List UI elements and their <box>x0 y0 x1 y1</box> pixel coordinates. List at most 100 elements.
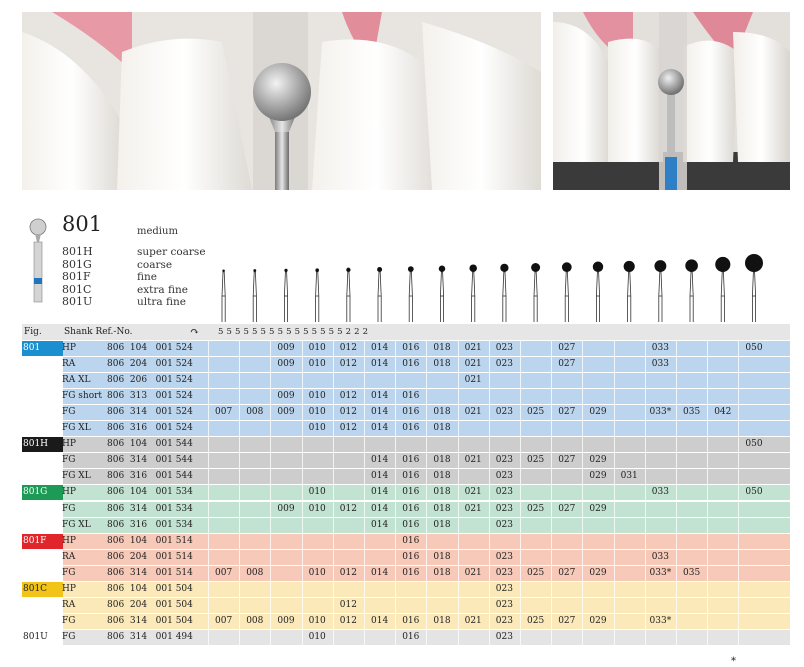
size-cell <box>239 453 270 468</box>
size-cell <box>738 421 769 436</box>
size-cell <box>426 598 457 613</box>
size-cell <box>208 341 239 356</box>
size-cell <box>738 405 769 420</box>
size-cell <box>208 389 239 404</box>
size-cell <box>645 630 676 645</box>
size-cell: 016 <box>402 471 420 482</box>
shank-ref-cell: 806 204 001 524 <box>107 359 193 370</box>
shank-cell: FG <box>62 615 76 626</box>
size-cell: 023 <box>495 359 513 370</box>
size-cell: 010 <box>308 631 326 642</box>
size-cell <box>270 373 301 388</box>
size-cell <box>395 582 426 597</box>
size-cell <box>458 421 489 436</box>
size-cell <box>364 550 395 565</box>
size-cell: 021 <box>464 343 482 353</box>
size-cell: 016 <box>402 535 420 546</box>
size-cell: 021 <box>464 359 482 370</box>
size-cell: 016 <box>402 567 420 578</box>
size-cell <box>333 630 364 645</box>
size-cell <box>208 485 239 500</box>
shank-ref-cell: 806 204 001 504 <box>107 599 193 610</box>
size-cell <box>333 469 364 484</box>
size-cell: 021 <box>464 503 482 514</box>
size-cell: 014 <box>371 455 389 466</box>
size-cell: 018 <box>433 487 451 498</box>
fig-cell: 801G <box>22 485 63 501</box>
size-cell <box>551 469 582 484</box>
fig-header: Fig. <box>24 327 42 337</box>
size-cell: 016 <box>402 631 420 642</box>
size-cell <box>551 582 582 597</box>
variant-grit: ultra fine <box>137 296 186 308</box>
size-cell: 007 <box>215 407 233 418</box>
size-cell <box>364 598 395 613</box>
size-cell: 025 <box>527 407 545 418</box>
size-cell: 018 <box>433 343 451 353</box>
size-cell: 033* <box>649 407 672 418</box>
size-cell: 021 <box>464 375 482 386</box>
fig-cell <box>22 549 63 565</box>
size-cell: 014 <box>371 423 389 434</box>
size-cell: 014 <box>371 519 389 530</box>
scale-markers: 5 5 5 5 5 5 5 5 5 5 5 5 5 5 5 2 2 2 <box>218 327 369 337</box>
size-cell <box>270 550 301 565</box>
table-row: RA 806 204 001 524 009 010 012 014 016 018 021 02… <box>22 357 790 373</box>
size-cell <box>239 421 270 436</box>
size-cell <box>676 437 707 452</box>
size-cell <box>738 630 769 645</box>
size-cell <box>614 566 645 581</box>
size-cell: 016 <box>402 391 420 402</box>
size-cell: 018 <box>433 615 451 626</box>
size-cell <box>458 437 489 452</box>
size-cell <box>239 502 270 517</box>
size-cell: 016 <box>402 359 420 370</box>
size-cell <box>270 566 301 581</box>
size-cell: 016 <box>402 455 420 466</box>
variant-ref: 801H <box>62 245 93 258</box>
fig-cell <box>22 597 63 613</box>
size-cell: 035 <box>683 407 701 418</box>
size-cell <box>676 421 707 436</box>
table-row: FG 806 314 001 524 007 008 009 010 012 014 016 01… <box>22 405 790 421</box>
size-cell <box>676 630 707 645</box>
fig-cell <box>22 613 63 629</box>
size-cell <box>614 630 645 645</box>
size-cell: 023 <box>495 343 513 353</box>
size-cell: 008 <box>246 615 264 626</box>
size-cell: 010 <box>308 359 326 370</box>
bur-drawing <box>654 260 667 322</box>
size-cell: 010 <box>308 423 326 434</box>
variant-ref: 801F <box>62 270 91 283</box>
size-cell <box>738 582 769 597</box>
size-cell: 014 <box>371 487 389 498</box>
size-cell: 025 <box>527 503 545 514</box>
size-cell: 027 <box>558 343 576 353</box>
size-cell: 033* <box>649 567 672 578</box>
size-cell <box>208 453 239 468</box>
size-cell <box>239 485 270 500</box>
size-cell <box>614 598 645 613</box>
shank-ref-cell: 806 104 001 514 <box>107 535 193 546</box>
table-row: FG XL 806 316 001 544 014 016 018 023 029 031 <box>22 469 790 485</box>
shank-ref-cell: 806 104 001 544 <box>107 439 193 450</box>
size-cell: 016 <box>402 551 420 562</box>
product-ref: 801 <box>62 212 103 236</box>
bur-drawing <box>500 263 509 322</box>
size-cell: 023 <box>495 503 513 514</box>
shank-ref-cell: 806 314 001 514 <box>107 567 193 578</box>
size-cell <box>426 630 457 645</box>
table-row: 801U FG 806 314 001 494 010 016 023 <box>22 629 790 645</box>
size-cell: 021 <box>464 567 482 578</box>
size-cell <box>582 485 613 500</box>
size-cell: 012 <box>339 567 357 578</box>
shank-cell: FG <box>62 503 76 514</box>
size-cell <box>208 598 239 613</box>
size-cell <box>707 437 738 452</box>
shank-ref-cell: 806 313 001 524 <box>107 391 193 402</box>
fig-cell <box>22 501 63 517</box>
size-cell <box>239 630 270 645</box>
size-cell: 018 <box>433 567 451 578</box>
size-cell <box>333 582 364 597</box>
bur-drawing <box>623 260 635 322</box>
